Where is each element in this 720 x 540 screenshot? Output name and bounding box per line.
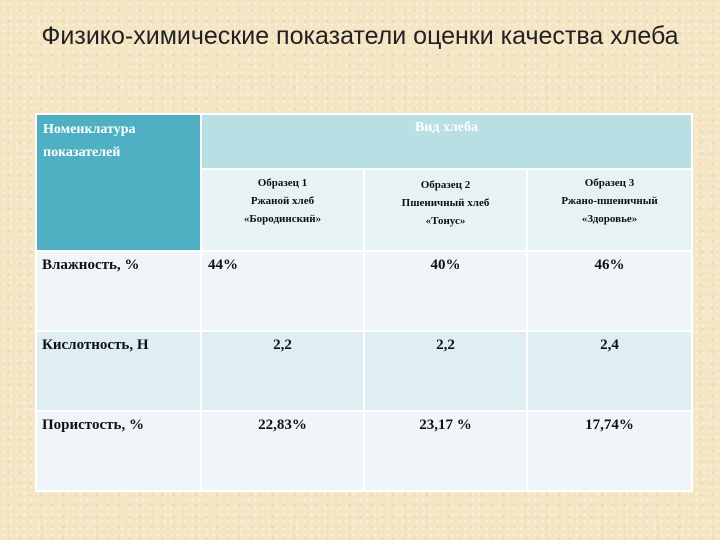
sample-3-line3: «Здоровье» bbox=[581, 213, 638, 225]
table-cell: 2,4 bbox=[526, 330, 693, 412]
table-cell: 17,74% bbox=[526, 410, 693, 492]
sample-header-1: Образец 1 Ржаной хлеб «Бородинский» bbox=[200, 168, 365, 252]
table-row: Кислотность, Н 2,2 2,2 2,4 bbox=[35, 330, 693, 412]
table-cell: 23,17 % bbox=[363, 410, 528, 492]
table-cell: 22,83% bbox=[200, 410, 365, 492]
sample-header-3: Образец 3 Ржано-пшеничный «Здоровье» bbox=[526, 168, 693, 252]
sample-1-line2: Ржаной хлеб bbox=[250, 195, 315, 207]
sample-header-2: Образец 2 Пшеничный хлеб «Тонус» bbox=[363, 168, 528, 252]
sample-3-line1: Образец 3 bbox=[584, 177, 635, 189]
table-cell: 40% bbox=[363, 250, 528, 332]
quality-table: Номенклатура показателей Вид хлеба Образ… bbox=[35, 113, 693, 492]
table-cell: 44% bbox=[200, 250, 365, 332]
table-cell: 2,2 bbox=[363, 330, 528, 412]
sample-2-line3: «Тонус» bbox=[425, 215, 466, 227]
sample-2-line2: Пшеничный хлеб bbox=[401, 197, 490, 209]
sample-1-line1: Образец 1 bbox=[257, 177, 308, 189]
sample-3-line2: Ржано-пшеничный bbox=[561, 195, 658, 207]
table-cell: 46% bbox=[526, 250, 693, 332]
row-label-moisture: Влажность, % bbox=[35, 250, 202, 332]
sample-1-line3: «Бородинский» bbox=[243, 213, 322, 225]
header-nomenclature: Номенклатура показателей bbox=[35, 113, 202, 252]
table-cell: 2,2 bbox=[200, 330, 365, 412]
row-label-acidity: Кислотность, Н bbox=[35, 330, 202, 412]
slide-title: Физико-химические показатели оценки каче… bbox=[41, 22, 679, 50]
row-label-porosity: Пористость, % bbox=[35, 410, 202, 492]
table-row: Пористость, % 22,83% 23,17 % 17,74% bbox=[35, 410, 693, 492]
table-row: Влажность, % 44% 40% 46% bbox=[35, 250, 693, 332]
header-bread-type: Вид хлеба bbox=[200, 113, 693, 170]
sample-2-line1: Образец 2 bbox=[420, 179, 471, 191]
